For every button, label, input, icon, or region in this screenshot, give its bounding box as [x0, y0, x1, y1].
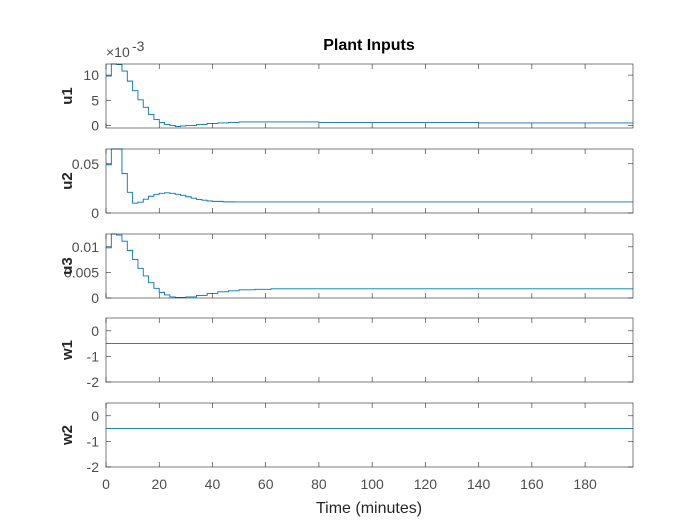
- plot-area-w2: [106, 403, 633, 467]
- x-tick-label-180: 180: [573, 476, 597, 492]
- plot-area-u1: [106, 64, 633, 128]
- x-tick-label-160: 160: [520, 476, 544, 492]
- x-tick-label-0: 0: [102, 476, 110, 492]
- y-tick-label-u1-1: 5: [91, 92, 99, 108]
- subplot-u3: 0 0.005 0.01 u3: [59, 233, 634, 306]
- series-line-u1: [106, 63, 633, 127]
- y-tick-label-u2-0: 0: [91, 205, 99, 221]
- axes-frame-u2: [105, 148, 634, 214]
- axes-frame-u3: [105, 233, 634, 299]
- axes-frame-w1: [105, 317, 634, 383]
- x-tick-label-80: 80: [311, 476, 327, 492]
- y-exponent-power: -3: [132, 38, 145, 54]
- x-axis-label: Time (minutes): [316, 500, 422, 517]
- x-tick-label-20: 20: [151, 476, 167, 492]
- y-tick-label-w2-0: -2: [87, 459, 100, 475]
- axes-frame-w2: [105, 402, 634, 468]
- y-tick-label-u1-0: 0: [91, 117, 99, 133]
- y-tick-label-w2-1: -1: [87, 433, 100, 449]
- y-tick-label-u2-1: 0.05: [72, 156, 99, 172]
- x-tick-label-140: 140: [467, 476, 491, 492]
- y-axis-label-u1: u1: [59, 87, 76, 105]
- y-tick-label-w2-2: 0: [91, 408, 99, 424]
- x-tick-label-60: 60: [258, 476, 274, 492]
- y-tick-label-u3-2: 0.01: [72, 239, 99, 255]
- y-axis-label-w2: w2: [59, 425, 76, 446]
- x-tick-label-120: 120: [414, 476, 438, 492]
- y-axis-label-u2: u2: [59, 172, 76, 190]
- plot-area-w1: [106, 318, 633, 382]
- y-tick-label-u1-2: 10: [83, 67, 99, 83]
- plot-area-u2: [106, 149, 633, 213]
- axes-frame-u1: [105, 63, 634, 129]
- y-axis-label-w1: w1: [59, 340, 76, 361]
- y-tick-label-u3-1: 0.005: [64, 264, 99, 280]
- y-axis-label-u3: u3: [59, 257, 76, 275]
- subplot-w2: -2 -1 0 w2: [59, 402, 634, 475]
- series-line-u2: [106, 148, 633, 204]
- chart-title: Plant Inputs: [323, 37, 415, 54]
- x-tick-label-40: 40: [205, 476, 221, 492]
- x-tick-label-100: 100: [360, 476, 384, 492]
- subplot-u1: 0 5 10 u1 ×10 -3: [59, 38, 634, 133]
- y-tick-label-w1-0: -2: [87, 374, 100, 390]
- series-line-u3: [106, 233, 633, 298]
- y-tick-label-w1-2: 0: [91, 323, 99, 339]
- y-exponent-label: ×10: [106, 44, 130, 60]
- plot-area-u3: [106, 234, 633, 298]
- y-tick-label-u3-0: 0: [91, 290, 99, 306]
- y-tick-label-w1-1: -1: [87, 348, 100, 364]
- subplot-w1: -2 -1 0 w1: [59, 317, 634, 390]
